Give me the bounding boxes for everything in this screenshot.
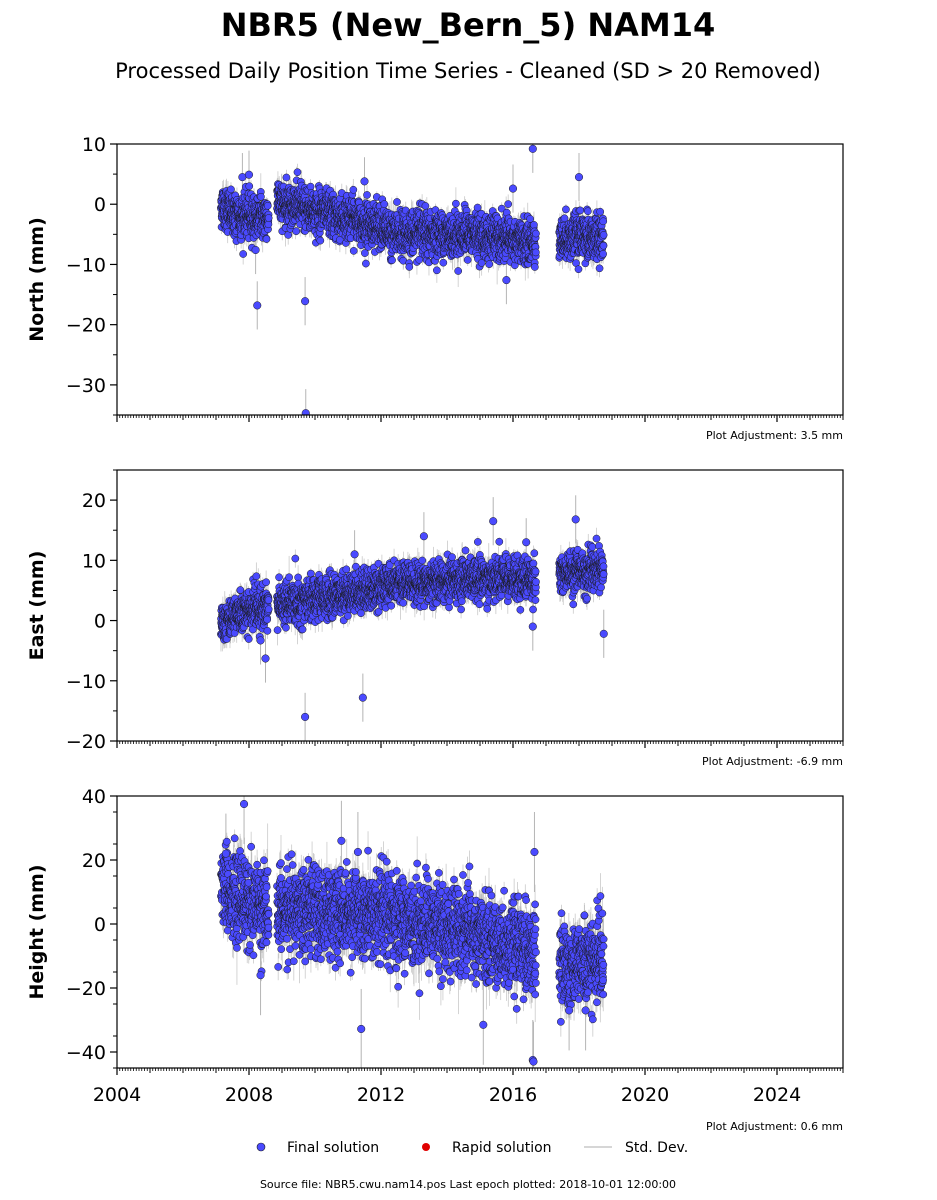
data-point — [316, 236, 325, 245]
data-point — [349, 185, 358, 194]
figure-title: NBR5 (New_Bern_5) NAM14 — [221, 6, 716, 44]
data-point — [405, 263, 414, 271]
data-point — [239, 250, 248, 258]
data-point — [439, 258, 448, 267]
data-point — [363, 191, 371, 199]
figure-subtitle: Processed Daily Position Time Series - C… — [115, 59, 821, 83]
data-point — [245, 182, 254, 191]
data-point — [388, 256, 396, 265]
final-solution-points — [217, 144, 608, 415]
data-point — [485, 260, 494, 269]
data-point — [380, 200, 389, 208]
data-point — [262, 235, 271, 243]
data-point — [282, 173, 291, 182]
data-point — [454, 267, 463, 275]
data-point — [361, 249, 369, 257]
data-point — [362, 259, 370, 268]
data-layer — [217, 144, 608, 415]
data-point — [227, 185, 235, 194]
std-dev-bars — [220, 144, 605, 415]
data-point — [452, 199, 460, 208]
data-point — [306, 182, 315, 191]
data-point — [504, 200, 513, 208]
data-point — [421, 202, 430, 210]
data-point — [264, 214, 273, 222]
data-point — [349, 247, 358, 255]
data-point — [257, 192, 265, 201]
data-point — [415, 255, 424, 264]
data-point — [263, 201, 272, 210]
data-point — [292, 227, 301, 236]
data-point — [463, 256, 472, 264]
data-point — [432, 266, 441, 275]
data-point — [293, 168, 302, 177]
data-point — [393, 198, 401, 206]
